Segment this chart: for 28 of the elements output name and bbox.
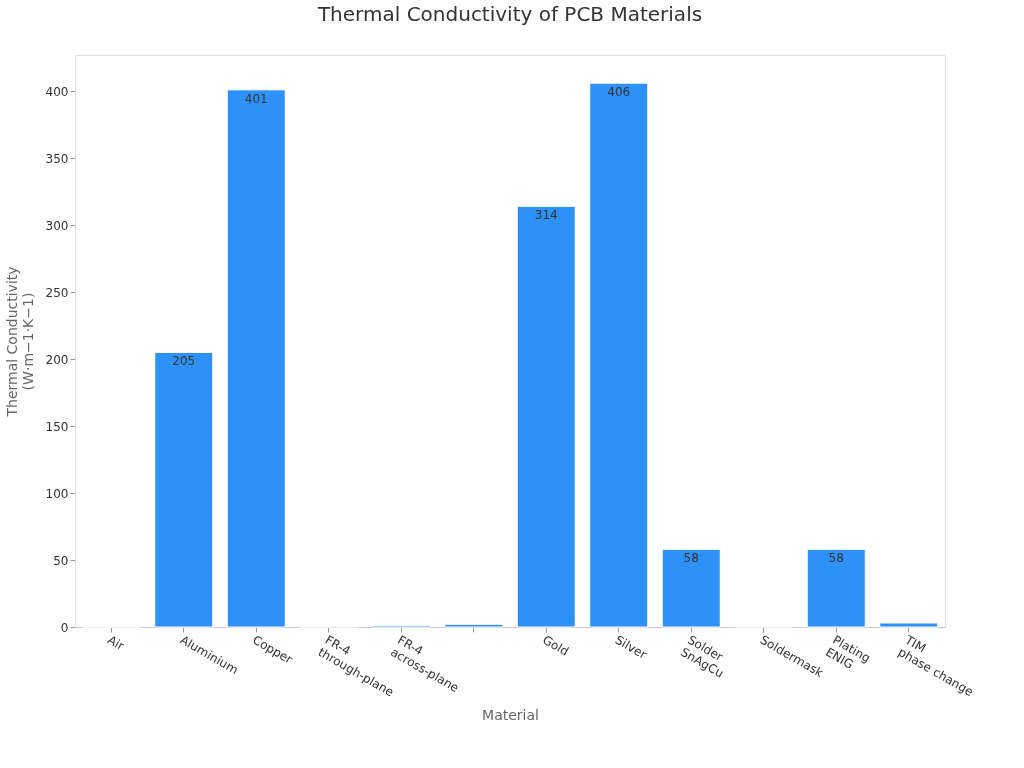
y-tick-label: 200 xyxy=(45,352,69,367)
chart-title: Thermal Conductivity of PCB Materials xyxy=(316,2,703,26)
y-axis-title: Thermal Conductivity (W·m−1·K−1) xyxy=(3,266,36,418)
data-label: 401 xyxy=(244,91,268,106)
data-label: 314 xyxy=(534,208,558,223)
y-tick-label: 300 xyxy=(45,218,69,233)
y-tick-label: 350 xyxy=(45,151,69,166)
y-tick-label: 100 xyxy=(45,486,69,501)
data-label: 58 xyxy=(683,551,699,566)
data-label: 406 xyxy=(607,85,631,100)
y-tick-label: 400 xyxy=(45,84,69,99)
x-tick-label: Air xyxy=(105,632,127,654)
y-tick-label: 50 xyxy=(53,553,69,568)
y-tick-label: 250 xyxy=(45,285,69,300)
bar xyxy=(879,622,939,628)
bar xyxy=(806,548,866,628)
y-tick-label: 0 xyxy=(60,620,69,635)
bar xyxy=(226,89,286,628)
bar xyxy=(444,623,504,628)
bar xyxy=(661,548,721,628)
bar xyxy=(154,351,214,628)
x-tick-label: Gold xyxy=(540,632,572,659)
data-label: 58 xyxy=(828,551,844,566)
bar xyxy=(516,205,576,628)
y-tick-label: 150 xyxy=(45,419,69,434)
bar xyxy=(589,82,649,628)
data-label: 205 xyxy=(172,354,196,369)
x-axis-title: Material xyxy=(482,706,539,723)
